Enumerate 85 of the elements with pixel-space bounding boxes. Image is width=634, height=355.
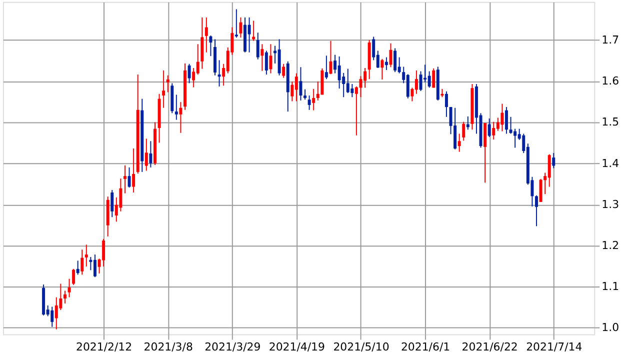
candlestick [444, 90, 448, 118]
x-tick-label: 2021/6/22 [462, 340, 518, 354]
candlestick [500, 103, 504, 132]
y-tick-label: 1.0 [602, 321, 620, 334]
y-tick-label: 1.1 [602, 280, 620, 294]
candlestick [68, 278, 71, 298]
candlestick [380, 58, 384, 80]
y-tick-label: 1.7 [602, 34, 620, 47]
candlestick [248, 16, 251, 53]
candlestick [54, 296, 58, 330]
candlestick [188, 63, 191, 84]
candlestick [50, 306, 54, 328]
x-tick-label: 2021/3/29 [204, 340, 261, 354]
candlestick [162, 70, 166, 108]
x-tick-label: 2021/2/12 [76, 340, 132, 354]
candlestick [256, 32, 260, 60]
candlestick [384, 56, 388, 71]
candlestick [149, 140, 152, 168]
candlestick [119, 178, 122, 212]
candlestick [488, 118, 491, 138]
candlestick [414, 70, 418, 94]
candlestick [269, 44, 272, 74]
candlestick [128, 166, 131, 188]
candlestick [406, 74, 410, 99]
candlestick [394, 48, 397, 73]
candlestick [492, 121, 496, 140]
x-tick-label: 2021/6/1 [400, 340, 450, 354]
candlestick [260, 44, 264, 72]
candlestick [278, 38, 281, 76]
candlestick [329, 40, 332, 75]
candlestick [110, 190, 114, 218]
y-tick-label: 1.4 [602, 156, 620, 170]
candlestick [144, 138, 148, 172]
candlestick [350, 84, 354, 98]
candlestick [359, 76, 362, 98]
candlestick [282, 63, 286, 78]
candlestick [548, 154, 551, 188]
candlestick [264, 50, 268, 76]
candlestick [102, 238, 106, 267]
candlestick [539, 178, 542, 202]
y-tick-label: 1.5 [602, 116, 620, 129]
candlestick [428, 70, 431, 88]
y-tick-label: 1.6 [602, 74, 620, 88]
candlestick [132, 148, 136, 193]
candlestick [218, 60, 221, 87]
candlestick [72, 268, 76, 286]
candlestick [234, 8, 238, 38]
y-tick-label: 1.2 [602, 238, 620, 252]
candlestick [179, 102, 182, 134]
candlestick [294, 72, 298, 102]
candlestick [76, 260, 80, 276]
candlestick [84, 244, 88, 267]
candlestick [204, 16, 208, 53]
candlestick [312, 88, 316, 111]
x-tick-label: 2021/5/10 [333, 340, 390, 354]
x-tick-label: 2021/7/14 [526, 340, 582, 354]
candlestick [239, 16, 242, 38]
candlestick [462, 121, 466, 142]
candlestick [484, 122, 487, 184]
candlestick [304, 88, 307, 100]
candlestick [63, 290, 66, 304]
candlestick [346, 68, 350, 94]
candlestick [432, 68, 436, 88]
candlestick [123, 164, 126, 194]
candlestick [534, 194, 538, 227]
candlestick [458, 133, 461, 152]
candlestick [504, 106, 508, 134]
candlestick [338, 56, 341, 90]
candlestick [454, 107, 457, 150]
candlestick [496, 117, 500, 132]
candlestick [509, 116, 512, 134]
x-tick-label: 2021/3/8 [144, 340, 193, 354]
candlestick [552, 152, 556, 169]
candlestick [209, 35, 212, 57]
candlestick [299, 66, 302, 101]
candlestick [308, 95, 311, 110]
candlestick [93, 254, 96, 278]
candlestick [174, 94, 178, 120]
candlestick [166, 74, 170, 93]
candlestick [514, 128, 517, 148]
y-tick-label: 1.3 [602, 198, 620, 211]
candlestick [80, 249, 84, 276]
candlestick [354, 86, 358, 136]
candlestick [324, 55, 328, 80]
x-tick-label: 2021/4/19 [268, 340, 326, 354]
